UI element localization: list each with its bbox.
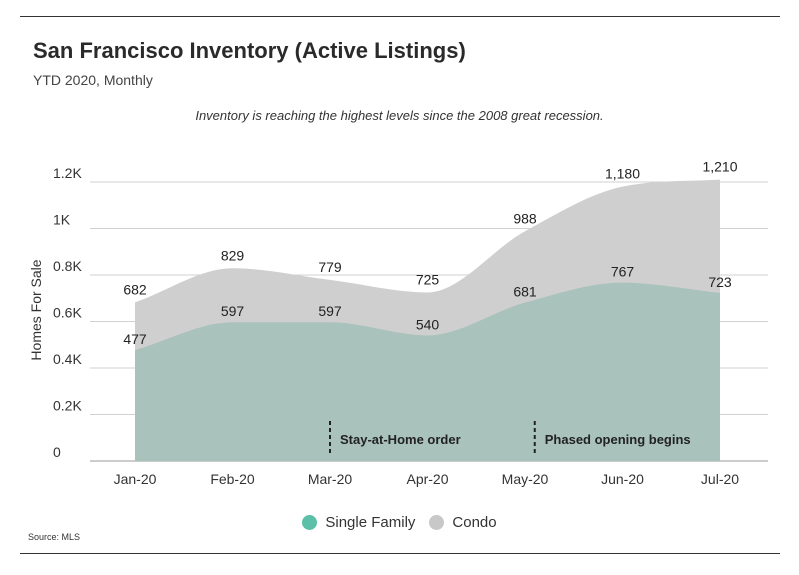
x-tick-label: Jun-20 xyxy=(601,471,644,487)
single-family-data-label: 540 xyxy=(416,316,440,332)
chart-annotation: Inventory is reaching the highest levels… xyxy=(195,108,604,123)
y-tick-label: 0 xyxy=(53,444,61,460)
y-tick-label: 1.2K xyxy=(53,165,82,181)
condo-data-label: 725 xyxy=(416,271,440,287)
y-tick-label: 1K xyxy=(53,212,71,228)
condo-data-label: 682 xyxy=(123,281,147,297)
single-family-data-label: 597 xyxy=(221,303,245,319)
condo-swatch xyxy=(429,515,445,530)
condo-data-label: 988 xyxy=(513,210,537,226)
legend-item-single-family[interactable]: Single Family xyxy=(302,514,415,531)
legend-item-condo[interactable]: Condo xyxy=(429,514,497,531)
top-rule xyxy=(20,16,780,17)
single-family-data-label: 681 xyxy=(513,284,537,300)
condo-data-label: 779 xyxy=(318,259,342,275)
y-tick-label: 0.8K xyxy=(53,258,82,274)
event-marker-label: Stay-at-Home order xyxy=(340,432,461,447)
single-family-data-label: 723 xyxy=(708,274,732,290)
chart-title: San Francisco Inventory (Active Listings… xyxy=(33,38,466,63)
bottom-rule xyxy=(20,553,780,554)
y-tick-label: 0.2K xyxy=(53,398,82,414)
condo-data-label: 1,180 xyxy=(605,166,640,182)
legend: Single Family Condo xyxy=(0,514,799,531)
x-tick-label: Jan-20 xyxy=(114,471,157,487)
legend-label-condo: Condo xyxy=(452,514,497,531)
condo-data-label: 1,210 xyxy=(702,159,737,175)
y-tick-label: 0.4K xyxy=(53,351,82,367)
single-family-data-label: 767 xyxy=(611,264,635,280)
single-family-data-label: 597 xyxy=(318,303,342,319)
condo-data-label: 829 xyxy=(221,247,245,263)
x-tick-label: Jul-20 xyxy=(701,471,739,487)
event-marker-label: Phased opening begins xyxy=(545,432,691,447)
single-family-swatch xyxy=(302,515,318,530)
source-note: Source: MLS xyxy=(28,532,81,542)
x-tick-label: Apr-20 xyxy=(406,471,448,487)
chart-subtitle: YTD 2020, Monthly xyxy=(33,72,153,88)
legend-label-single-family: Single Family xyxy=(325,514,416,531)
x-tick-label: Mar-20 xyxy=(308,471,353,487)
y-axis-label: Homes For Sale xyxy=(28,259,44,360)
single-family-area xyxy=(135,282,720,461)
x-tick-label: May-20 xyxy=(502,471,549,487)
y-tick-label: 0.6K xyxy=(53,305,82,321)
single-family-data-label: 477 xyxy=(123,331,147,347)
x-tick-label: Feb-20 xyxy=(210,471,255,487)
